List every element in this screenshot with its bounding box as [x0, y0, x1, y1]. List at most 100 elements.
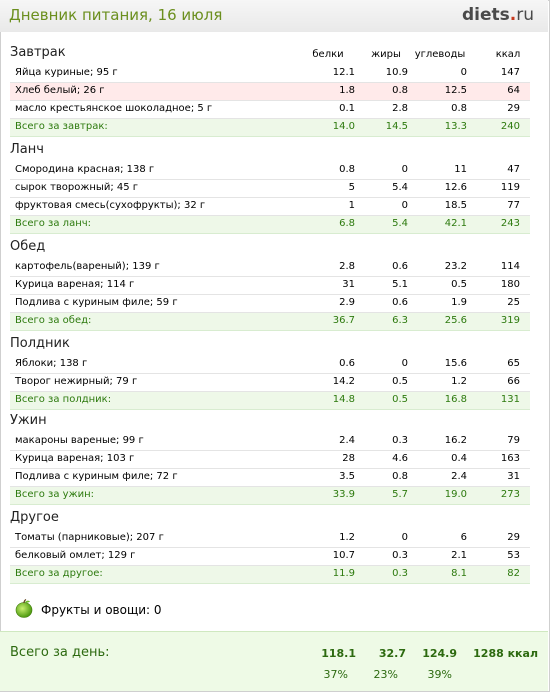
- food-protein: 1.2: [339, 532, 355, 543]
- food-row[interactable]: Томаты (парниковые); 207 г 1.2 0 6 29: [10, 530, 530, 548]
- food-kcal: 64: [507, 85, 520, 96]
- total-carbs: 25.6: [444, 315, 467, 326]
- food-fat: 0: [401, 200, 408, 211]
- total-fat: 6.3: [392, 315, 408, 326]
- total-fat: 5.4: [392, 218, 408, 229]
- food-carbs: 2.1: [451, 550, 467, 561]
- food-kcal: 147: [500, 67, 520, 78]
- total-fat: 0.3: [392, 568, 408, 579]
- total-kcal: 131: [500, 394, 520, 405]
- food-fat: 0.3: [392, 550, 408, 561]
- food-name: Яблоки; 138 г: [15, 358, 88, 369]
- total-label: Всего за другое:: [15, 568, 103, 579]
- food-row[interactable]: Яйца куриные; 95 г 12.1 10.9 0 147: [10, 65, 530, 83]
- section-title: Другое: [10, 510, 59, 525]
- food-name: Яйца куриные; 95 г: [15, 67, 118, 78]
- food-row[interactable]: Курица вареная; 103 г 28 4.6 0.4 163: [10, 451, 530, 469]
- day-total: Всего за день: 118.1 32.7 124.9 1288 кка…: [0, 631, 548, 691]
- food-carbs: 15.6: [444, 358, 467, 369]
- food-carbs: 0.8: [451, 103, 467, 114]
- total-label: Всего за завтрак:: [15, 121, 108, 132]
- food-row[interactable]: Яблоки; 138 г 0.6 0 15.6 65: [10, 356, 530, 374]
- food-protein: 2.9: [339, 297, 355, 308]
- food-name: Курица вареная; 103 г: [15, 453, 135, 464]
- column-header-fat: жиры: [371, 49, 401, 60]
- food-name: Творог нежирный; 79 г: [15, 376, 138, 387]
- food-protein: 31: [342, 279, 355, 290]
- food-fat: 0.6: [392, 297, 408, 308]
- food-kcal: 119: [500, 182, 520, 193]
- food-carbs: 6: [460, 532, 467, 543]
- food-carbs: 2.4: [451, 471, 467, 482]
- food-carbs: 0: [460, 67, 467, 78]
- day-total-fat: 32.7: [378, 647, 406, 660]
- food-row[interactable]: картофель(вареный); 139 г 2.8 0.6 23.2 114: [10, 259, 530, 277]
- page-header: Дневник питания, 16 июля diets.ru: [0, 0, 548, 32]
- food-row[interactable]: Подлива с куриным филе; 72 г 3.5 0.8 2.4 31: [10, 469, 530, 487]
- food-fat: 0: [401, 164, 408, 175]
- total-protein: 33.9: [332, 489, 355, 500]
- food-carbs: 18.5: [444, 200, 467, 211]
- total-label: Всего за обед:: [15, 315, 92, 326]
- food-row[interactable]: Хлеб белый; 26 г 1.8 0.8 12.5 64: [10, 83, 530, 101]
- food-name: Подлива с куриным филе; 72 г: [15, 471, 178, 482]
- food-fat: 10.9: [385, 67, 408, 78]
- food-carbs: 16.2: [444, 435, 467, 446]
- section-title: Обед: [10, 239, 46, 254]
- food-kcal: 31: [507, 471, 520, 482]
- section-total-row: Всего за другое: 11.9 0.3 8.1 82: [10, 566, 530, 584]
- food-protein: 28: [342, 453, 355, 464]
- total-protein: 36.7: [332, 315, 355, 326]
- total-fat: 14.5: [385, 121, 408, 132]
- food-row[interactable]: Курица вареная; 114 г 31 5.1 0.5 180: [10, 277, 530, 295]
- section-title: Ланч: [10, 142, 44, 157]
- day-total-carbs: 124.9: [422, 647, 457, 660]
- logo-tld: ru: [516, 5, 534, 25]
- logo-dot: .: [509, 5, 517, 25]
- total-carbs: 19.0: [444, 489, 467, 500]
- food-name: макароны вареные; 99 г: [15, 435, 144, 446]
- column-header-kcal: ккал: [495, 49, 521, 60]
- food-carbs: 0.4: [451, 453, 467, 464]
- food-name: фруктовая смесь(сухофрукты); 32 г: [15, 200, 206, 211]
- food-row[interactable]: Смородина красная; 138 г 0.8 0 11 47: [10, 162, 530, 180]
- food-protein: 5: [348, 182, 355, 193]
- day-pct-protein: 37%: [323, 668, 348, 681]
- day-total-protein: 118.1: [321, 647, 356, 660]
- food-row[interactable]: сырок творожный; 45 г 5 5.4 12.6 119: [10, 180, 530, 198]
- apple-icon: [15, 598, 33, 618]
- food-kcal: 180: [500, 279, 520, 290]
- food-row[interactable]: Творог нежирный; 79 г 14.2 0.5 1.2 66: [10, 374, 530, 392]
- food-carbs: 0.5: [451, 279, 467, 290]
- food-protein: 0.6: [339, 358, 355, 369]
- food-row[interactable]: масло крестьянское шоколадное; 5 г 0.1 2.8…: [10, 101, 530, 119]
- site-logo[interactable]: diets.ru: [462, 5, 534, 25]
- total-protein: 6.8: [339, 218, 355, 229]
- food-fat: 5.1: [392, 279, 408, 290]
- food-fat: 0.8: [392, 471, 408, 482]
- total-carbs: 42.1: [444, 218, 467, 229]
- food-fat: 2.8: [392, 103, 408, 114]
- column-header-protein: белки: [312, 49, 344, 60]
- food-fat: 0.5: [392, 376, 408, 387]
- food-carbs: 11: [454, 164, 467, 175]
- food-name: Смородина красная; 138 г: [15, 164, 155, 175]
- food-protein: 10.7: [332, 550, 355, 561]
- page-title: Дневник питания, 16 июля: [9, 6, 223, 24]
- food-protein: 2.8: [339, 261, 355, 272]
- food-row[interactable]: макароны вареные; 99 г 2.4 0.3 16.2 79: [10, 433, 530, 451]
- food-kcal: 163: [500, 453, 520, 464]
- food-kcal: 79: [507, 435, 520, 446]
- food-row[interactable]: белковый омлет; 129 г 10.7 0.3 2.1 53: [10, 548, 530, 566]
- total-carbs: 13.3: [444, 121, 467, 132]
- section-title: Ужин: [10, 413, 47, 428]
- total-protein: 14.0: [332, 121, 355, 132]
- total-kcal: 82: [507, 568, 520, 579]
- food-row[interactable]: Подлива с куриным филе; 59 г 2.9 0.6 1.9 25: [10, 295, 530, 313]
- total-label: Всего за ужин:: [15, 489, 95, 500]
- food-fat: 4.6: [392, 453, 408, 464]
- food-carbs: 1.9: [451, 297, 467, 308]
- food-protein: 1.8: [339, 85, 355, 96]
- food-row[interactable]: фруктовая смесь(сухофрукты); 32 г 1 0 18.5 7…: [10, 198, 530, 216]
- total-fat: 5.7: [392, 489, 408, 500]
